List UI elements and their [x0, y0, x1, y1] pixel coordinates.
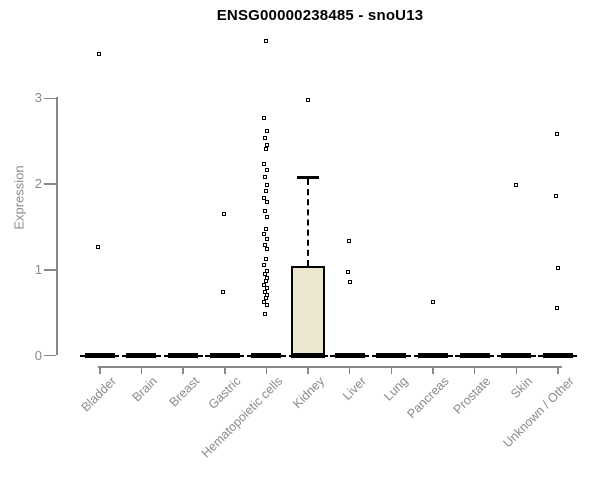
- outlier-point: [263, 209, 268, 214]
- outlier-point: [264, 167, 269, 172]
- median-bar: [418, 353, 448, 358]
- median-bar: [501, 353, 532, 358]
- median-bar: [251, 353, 282, 358]
- x-tick-label: Liver: [339, 374, 369, 404]
- outlier-point: [556, 265, 561, 270]
- median-bar: [84, 353, 115, 358]
- y-tick-mark: [44, 354, 56, 357]
- y-tick-label: 2: [34, 176, 42, 192]
- outlier-point: [265, 246, 270, 251]
- whisker-line: [307, 179, 310, 267]
- x-tick-label: Skin: [508, 374, 536, 402]
- x-tick-mark: [307, 366, 309, 374]
- median-bar: [126, 353, 157, 358]
- outlier-point: [220, 290, 225, 295]
- y-axis-label: Expression: [11, 165, 27, 230]
- outlier-point: [430, 299, 435, 304]
- outlier-point: [263, 257, 268, 262]
- outlier-point: [263, 227, 268, 232]
- x-tick-mark: [224, 366, 226, 374]
- x-tick-mark: [182, 366, 184, 374]
- median-bar: [376, 353, 407, 358]
- outlier-point: [265, 143, 270, 148]
- outlier-point: [345, 269, 350, 274]
- outlier-point: [263, 136, 268, 141]
- x-tick-mark: [390, 366, 393, 374]
- median-bar: [542, 353, 573, 358]
- outlier-point: [262, 299, 267, 304]
- x-tick-mark: [265, 366, 268, 374]
- x-tick-mark: [140, 366, 143, 374]
- outlier-point: [265, 183, 270, 188]
- outlier-point: [265, 215, 270, 220]
- x-tick-label: Kidney: [290, 374, 327, 411]
- x-tick-label: Brain: [129, 374, 161, 405]
- x-tick-label: Breast: [166, 374, 203, 410]
- outlier-point: [263, 311, 268, 316]
- y-axis-line: [56, 97, 58, 356]
- x-tick-label: Bladder: [78, 374, 119, 415]
- median-bar: [334, 353, 365, 358]
- y-tick-mark: [44, 269, 56, 271]
- x-tick-mark: [99, 366, 101, 374]
- chart-title: ENSG00000238485 - snoU13: [216, 7, 424, 24]
- x-tick-mark: [432, 366, 434, 374]
- outlier-point: [263, 39, 268, 44]
- x-tick-label: Prostate: [450, 374, 494, 417]
- outlier-point: [554, 305, 559, 310]
- y-tick-mark: [44, 183, 56, 185]
- median-bar: [209, 353, 240, 358]
- x-tick-mark: [348, 366, 351, 374]
- outlier-point: [264, 237, 269, 242]
- outlier-point: [513, 183, 518, 188]
- outlier-point: [95, 245, 100, 250]
- outlier-point: [97, 52, 102, 57]
- x-tick-mark: [473, 366, 476, 374]
- x-axis-line: [97, 366, 562, 368]
- median-bar: [459, 353, 490, 358]
- x-tick-label: Hematopoietic cells: [198, 374, 286, 461]
- x-tick-mark: [515, 366, 518, 374]
- outlier-point: [263, 147, 268, 152]
- outlier-point: [305, 98, 310, 103]
- y-tick-label: 0: [34, 347, 42, 363]
- median-bar: [293, 353, 324, 358]
- outlier-point: [347, 239, 352, 244]
- x-tick-mark: [557, 366, 559, 374]
- outlier-point: [262, 232, 267, 237]
- outlier-point: [262, 161, 267, 166]
- outlier-point: [262, 196, 267, 201]
- whisker-cap: [297, 176, 320, 179]
- outlier-point: [262, 263, 267, 267]
- y-tick-mark: [44, 97, 56, 100]
- y-tick-label: 3: [34, 90, 42, 106]
- x-tick-label: Lung: [380, 374, 411, 404]
- outlier-point: [553, 193, 558, 198]
- outlier-point: [264, 129, 269, 134]
- box: [291, 266, 326, 358]
- outlier-point: [263, 189, 268, 194]
- outlier-point: [264, 199, 269, 204]
- outlier-point: [262, 282, 267, 287]
- outlier-point: [348, 280, 353, 285]
- median-bar: [168, 353, 199, 358]
- outlier-point: [264, 303, 269, 308]
- outlier-point: [222, 212, 227, 217]
- outlier-point: [555, 131, 560, 136]
- outlier-point: [263, 174, 268, 179]
- x-tick-label: Gastric: [205, 374, 244, 412]
- outlier-point: [262, 115, 267, 120]
- x-tick-label: Pancreas: [404, 374, 452, 422]
- y-tick-label: 1: [34, 261, 42, 277]
